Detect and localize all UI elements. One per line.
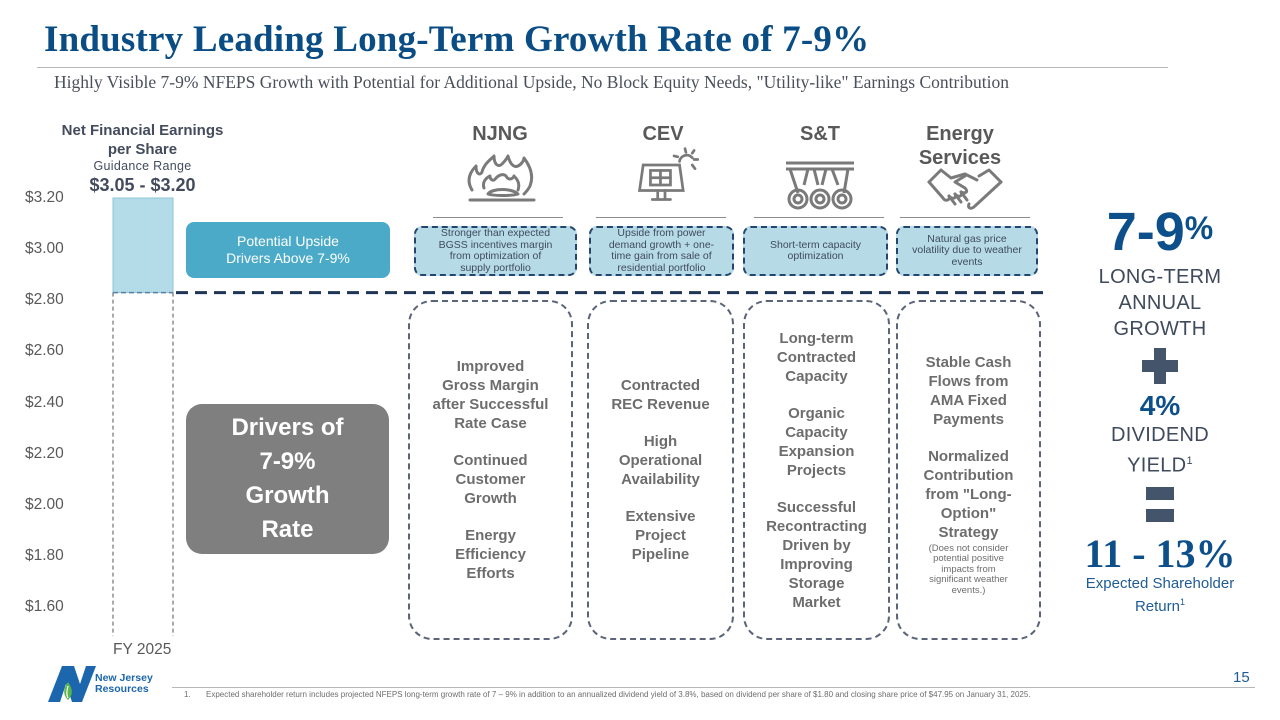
- slide-title: Industry Leading Long-Term Growth Rate o…: [44, 19, 870, 60]
- plus-icon: [1142, 348, 1178, 384]
- footnote-number: 1.: [184, 690, 191, 699]
- upside-tile-st: Short-term capacity optimization: [743, 226, 888, 276]
- slide-subtitle: Highly Visible 7-9% NFEPS Growth with Po…: [54, 72, 1009, 92]
- shareholder-return-label: Expected Shareholder Return1: [1070, 575, 1250, 616]
- guidance-range-label: $3.05 - $3.20: [89, 175, 196, 195]
- driver-column-njng: Improved Gross Margin after Successful R…: [408, 300, 573, 640]
- driver-item: High Operational Availability: [618, 433, 703, 488]
- solar-panel-icon: [637, 147, 700, 201]
- driver-item: Extensive Project Pipeline: [625, 508, 696, 563]
- title-divider: [37, 67, 1168, 68]
- driver-column-st: Long-term Contracted Capacity Organic Ca…: [743, 300, 890, 640]
- y-tick-label: $2.80: [25, 291, 64, 309]
- upside-tile-cev: Upside from power demand growth + one- t…: [589, 226, 734, 276]
- y-tick-label: $2.40: [25, 393, 64, 411]
- y-tick-label: $2.60: [25, 342, 64, 360]
- shareholder-return-text: Expected Shareholder Return: [1085, 574, 1235, 615]
- page-number: 15: [1233, 669, 1250, 686]
- equals-icon: [1146, 486, 1174, 523]
- driver-column-cev: Contracted REC Revenue High Operational …: [587, 300, 734, 640]
- y-tick-label: $3.00: [25, 240, 64, 258]
- driver-note: (Does not consider potential positive im…: [928, 542, 1009, 596]
- driver-item: Stable Cash Flows from AMA Fixed Payment…: [925, 353, 1012, 428]
- company-name: New Jersey Resources: [95, 672, 153, 695]
- growth-rate-percent: %: [1184, 210, 1214, 246]
- driver-item: Contracted REC Revenue: [611, 377, 710, 413]
- footnote-marker: 1: [1186, 455, 1193, 467]
- y-tick-label: $1.60: [25, 598, 64, 615]
- segment-divider: [433, 217, 563, 218]
- footnote: 1. Expected shareholder return includes p…: [184, 690, 1031, 699]
- upside-tile-njng: Stronger than expected BGSS incentives m…: [414, 226, 577, 276]
- segment-divider: [596, 217, 726, 218]
- y-tick-label: $1.80: [25, 546, 64, 564]
- segment-header-njng: NJNG: [472, 123, 528, 145]
- potential-upside-label: Potential Upside Drivers Above 7-9%: [186, 222, 390, 278]
- segment-header-st: S&T: [800, 123, 840, 145]
- y-tick-label: $2.00: [25, 495, 64, 513]
- chart-header: Net Financial Earnings per Share Guidanc…: [50, 121, 235, 196]
- driver-item: Energy Efficiency Efforts: [455, 527, 526, 582]
- growth-rate-label: LONG-TERM ANNUAL GROWTH: [1098, 266, 1222, 340]
- driver-item: Improved Gross Margin after Successful R…: [432, 358, 549, 432]
- segment-divider: [754, 217, 884, 218]
- dividend-yield-text: DIVIDEND YIELD: [1111, 424, 1209, 477]
- driver-column-energy-services: Stable Cash Flows from AMA Fixed Payment…: [896, 300, 1041, 640]
- dividend-yield-value: 4%: [1139, 390, 1181, 421]
- upside-label-text: Potential Upside Drivers Above 7-9%: [226, 233, 350, 266]
- handshake-icon: [927, 168, 1003, 210]
- footnote-text: Expected shareholder return includes pro…: [206, 690, 1031, 699]
- dividend-yield-label: DIVIDEND YIELD1: [1070, 422, 1250, 479]
- upside-tile-energy-services: Natural gas price volatility due to weat…: [896, 226, 1038, 276]
- driver-item: Organic Capacity Expansion Projects: [778, 404, 855, 479]
- growth-rate-number: 7-9: [1106, 202, 1185, 262]
- guidance-range-bar: [112, 197, 174, 294]
- footer-divider: [172, 687, 1255, 688]
- summary-panel: 7-9% LONG-TERM ANNUAL GROWTH 4% DIVIDEND…: [1070, 200, 1250, 616]
- segment-divider: [900, 217, 1030, 218]
- y-tick-label: $2.20: [25, 444, 64, 462]
- segment-header-energy-services: Energy Services: [918, 123, 1002, 169]
- njr-logo-icon: [48, 666, 96, 702]
- shareholder-return-value: 11 - 13%: [1084, 530, 1236, 576]
- y-tick-label: $3.20: [25, 189, 64, 206]
- driver-item: Normalized Contribution from "Long- Opti…: [923, 447, 1014, 541]
- drivers-label: Drivers of 7-9% Growth Rate: [186, 404, 389, 554]
- footnote-marker: 1: [1180, 596, 1186, 607]
- driver-item: Continued Customer Growth: [453, 452, 528, 507]
- chart-subtitle: Guidance Range: [93, 159, 192, 173]
- gas-flame-icon: [467, 154, 536, 202]
- pipeline-icon: [786, 161, 854, 210]
- x-tick-label: FY 2025: [113, 641, 172, 658]
- driver-item: Successful Recontracting Driven by Impro…: [766, 498, 867, 611]
- growth-rate-value: 7-9%: [1070, 200, 1250, 264]
- driver-item: Long-term Contracted Capacity: [776, 329, 857, 385]
- chart-title: Net Financial Earnings per Share: [61, 122, 224, 158]
- segment-header-cev: CEV: [642, 123, 684, 145]
